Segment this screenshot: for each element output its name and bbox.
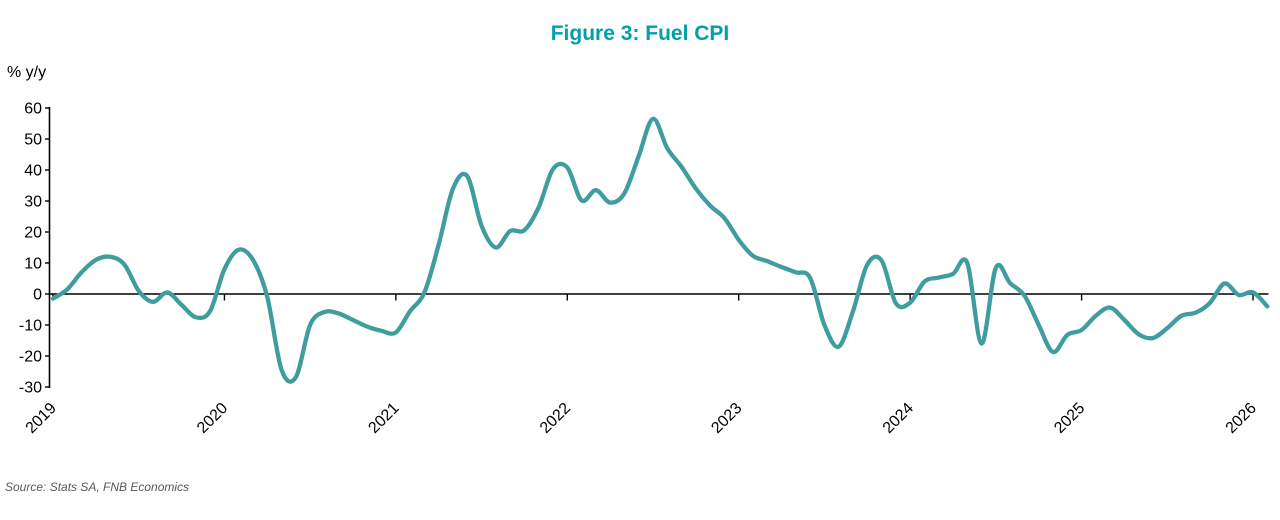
x-tick-label: 2024: [880, 400, 917, 437]
chart-title: Figure 3: Fuel CPI: [550, 22, 730, 45]
y-tick-label: 50: [24, 132, 42, 149]
source-note: Source: Stats SA, FNB Economics: [5, 480, 190, 494]
x-tick-label: 2019: [23, 400, 60, 437]
y-tick-label: 0: [33, 287, 42, 304]
y-tick-label: 60: [24, 101, 42, 118]
y-tick-label: -30: [19, 380, 42, 397]
fuel-cpi-series-line: [50, 116, 1270, 384]
y-tick-label: -10: [19, 318, 42, 335]
y-tick-label: -20: [19, 349, 42, 366]
y-tick-label: 20: [24, 225, 42, 242]
y-tick-label: 10: [24, 256, 42, 273]
x-tick-label: 2022: [537, 400, 574, 437]
x-tick-label: 2023: [708, 400, 745, 437]
x-tick-label: 2020: [194, 400, 231, 437]
y-tick-label: 40: [24, 163, 42, 180]
y-axis-label: % y/y: [7, 64, 47, 81]
x-tick-label: 2025: [1051, 400, 1088, 437]
x-tick-label: 2021: [365, 400, 402, 437]
y-tick-label: 30: [24, 194, 42, 211]
x-tick-label: 2026: [1223, 400, 1260, 437]
